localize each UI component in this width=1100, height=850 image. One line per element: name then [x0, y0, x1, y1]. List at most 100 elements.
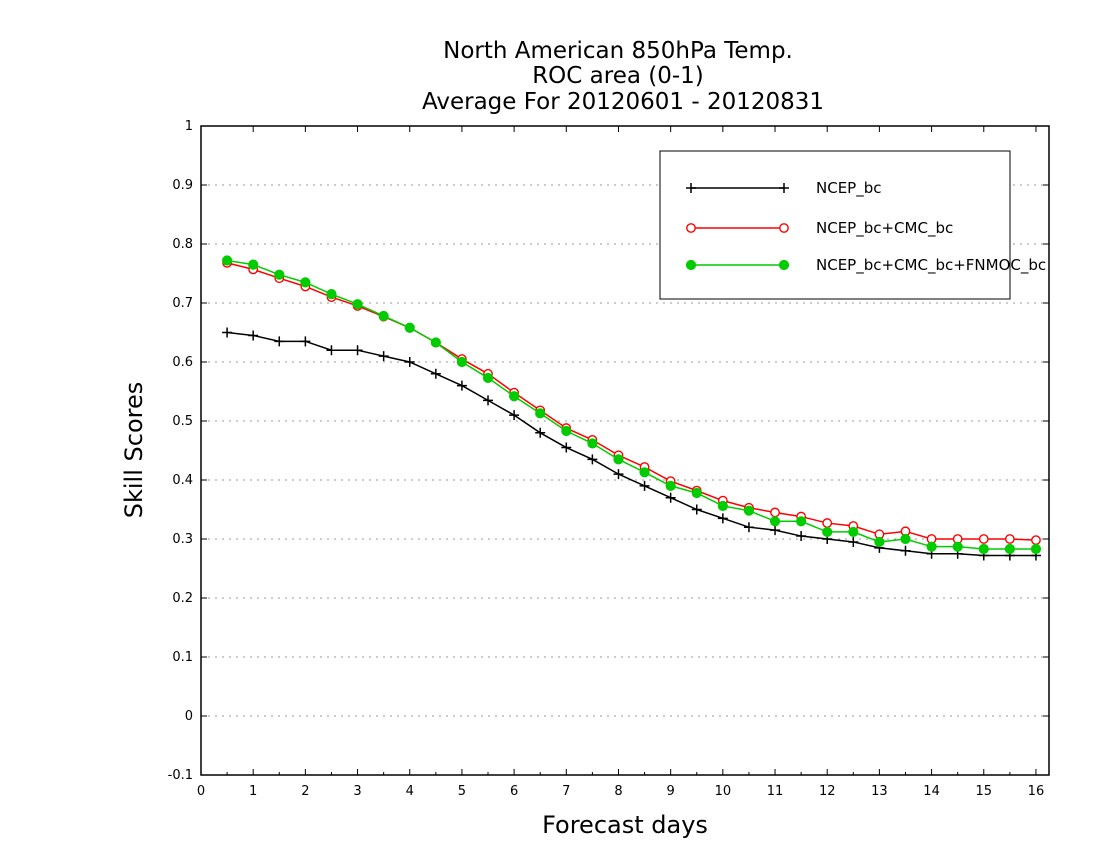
data-point — [221, 255, 233, 266]
x-tick-label: 6 — [510, 784, 518, 799]
x-tick-label: 8 — [614, 784, 622, 799]
x-tick-label: 11 — [767, 784, 784, 799]
data-point — [274, 336, 285, 347]
y-tick-label: 0.7 — [172, 296, 193, 311]
data-point — [848, 526, 859, 538]
data-point — [509, 410, 520, 421]
plot-frame — [200, 125, 1050, 776]
x-tick-label: 9 — [667, 784, 675, 799]
data-point — [717, 500, 728, 512]
y-tick-label: 0.4 — [172, 473, 193, 488]
legend: NCEP_bc NCEP_bc+CMC_bc NCEP_bc+CMC_bc+FNMO… — [659, 150, 1046, 300]
x-tick-label: 3 — [353, 784, 361, 799]
data-point — [430, 368, 441, 379]
data-point — [248, 330, 259, 341]
series-layer — [221, 255, 1042, 561]
data-point — [456, 356, 468, 368]
x-tick-label: 4 — [406, 784, 414, 799]
y-tick-label: 0.3 — [172, 532, 193, 547]
x-tick-label: 16 — [1028, 784, 1045, 799]
data-point — [378, 310, 389, 322]
data-point — [743, 522, 754, 533]
data-point — [326, 345, 337, 356]
y-tick-label: 0.8 — [172, 237, 193, 252]
data-point — [456, 380, 467, 391]
series-line — [227, 331, 1036, 557]
data-point — [796, 516, 807, 527]
x-axis-title: Forecast days — [542, 811, 708, 839]
data-point — [691, 487, 702, 499]
y-tick-label: 1 — [185, 119, 193, 134]
x-tick-label: 1 — [249, 784, 257, 799]
data-point — [404, 322, 415, 333]
legend-label: NCEP_bc+CMC_bc — [816, 219, 953, 238]
data-point — [300, 277, 311, 288]
chart-title-line-3: Average For 20120601 - 20120831 — [422, 89, 824, 115]
legend-marker — [686, 183, 696, 193]
data-point — [430, 337, 441, 348]
data-point — [404, 357, 415, 367]
data-point — [1004, 543, 1015, 555]
data-point — [743, 505, 755, 516]
x-tick-label: 10 — [715, 784, 732, 799]
data-point — [222, 327, 233, 338]
y-axis-title: Skill Scores — [120, 382, 148, 519]
series-1 — [222, 257, 1041, 546]
y-tick-label: 0.9 — [172, 178, 193, 193]
x-tick-label: 14 — [923, 784, 940, 799]
legend-marker — [778, 259, 790, 271]
data-point — [300, 336, 311, 347]
legend-marker — [686, 223, 696, 233]
data-point — [848, 536, 859, 547]
y-tick-label: 0.1 — [172, 650, 193, 665]
y-tick-label: 0.6 — [172, 355, 193, 370]
data-point — [509, 391, 520, 402]
legend-marker — [779, 183, 789, 193]
x-tick-label: 15 — [975, 784, 992, 799]
legend-label: NCEP_bc+CMC_bc+FNMOC_bc — [816, 256, 1046, 275]
y-tick-label: 0.2 — [172, 591, 193, 606]
series-2 — [221, 255, 1042, 555]
data-point — [952, 541, 963, 552]
series-0 — [222, 327, 1041, 561]
data-point — [639, 467, 650, 478]
data-point — [900, 545, 911, 556]
data-point — [769, 516, 781, 527]
data-point — [874, 536, 885, 548]
data-point — [822, 526, 833, 538]
data-point — [796, 531, 807, 542]
data-point — [613, 454, 624, 465]
data-point — [770, 525, 781, 536]
legend-marker — [685, 259, 697, 271]
data-point — [326, 289, 337, 300]
data-point — [978, 543, 989, 555]
chart-title-line-1: North American 850hPa Temp. — [443, 38, 793, 64]
chart-title-line-2: ROC area (0-1) — [532, 63, 704, 89]
data-point — [770, 507, 780, 518]
data-point — [482, 372, 494, 384]
data-point — [378, 351, 389, 362]
data-point — [587, 454, 598, 465]
data-point — [1004, 534, 1015, 544]
data-point — [978, 534, 989, 544]
axis-ticks: -0.100.10.20.30.40.50.60.70.80.910 1 2 3 4 5 6… — [168, 119, 1049, 799]
data-point — [691, 504, 702, 515]
x-tick-label: 2 — [301, 784, 309, 799]
data-point — [483, 395, 494, 406]
data-point — [1031, 535, 1041, 546]
x-tick-label: 0 — [197, 784, 205, 799]
data-point — [535, 408, 546, 419]
data-point — [274, 269, 285, 280]
series-line — [226, 259, 1036, 550]
data-point — [900, 533, 911, 545]
x-tick-label: 12 — [819, 784, 836, 799]
y-tick-label: 0.5 — [172, 414, 193, 429]
legend-box — [659, 150, 1011, 300]
y-tick-label: 0 — [185, 709, 193, 724]
data-point — [665, 480, 676, 491]
data-point — [587, 438, 598, 449]
data-point — [665, 492, 676, 503]
data-point — [561, 442, 572, 453]
x-tick-label: 13 — [871, 784, 888, 799]
